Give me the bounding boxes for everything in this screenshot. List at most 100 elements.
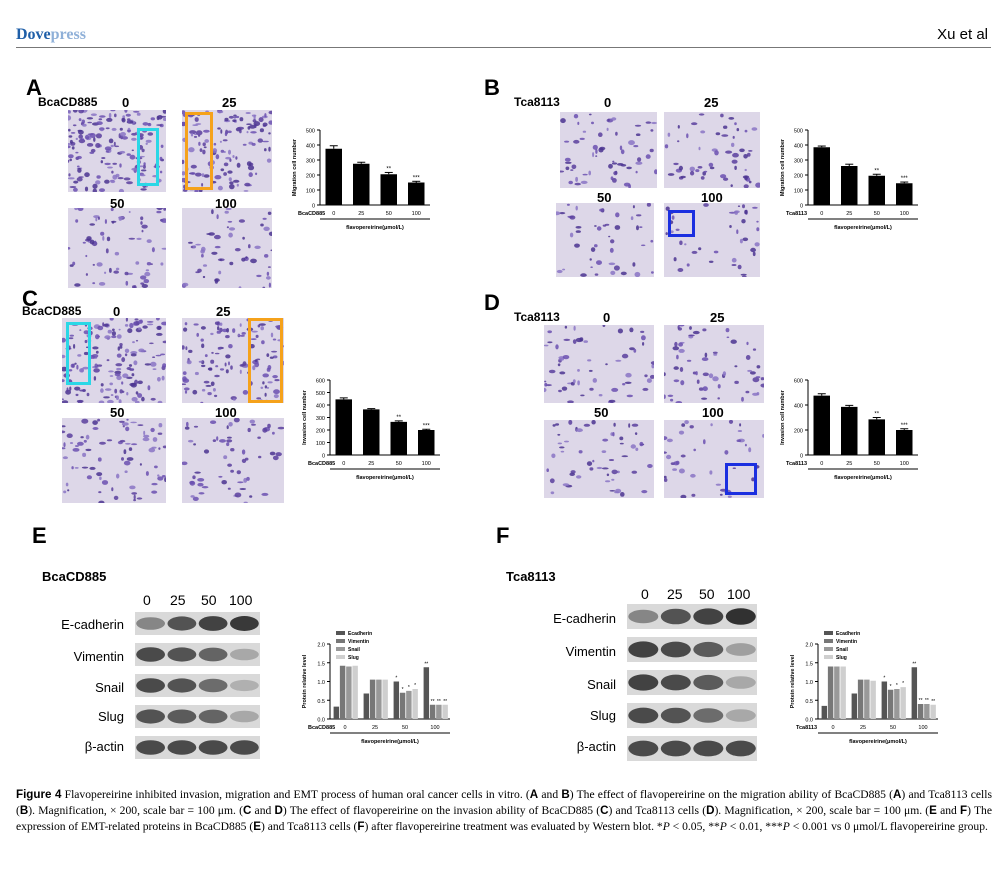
- stained-cell: [628, 423, 631, 428]
- stained-cell: [723, 125, 728, 129]
- stained-cell: [614, 491, 619, 494]
- stained-cell: [253, 114, 256, 120]
- stained-cell: [194, 371, 199, 376]
- stained-cell: [128, 447, 133, 451]
- stained-cell: [731, 257, 737, 263]
- y-tick-label: 300: [794, 159, 803, 165]
- stained-cell: [145, 269, 150, 272]
- legend-swatch: [824, 647, 833, 651]
- stained-cell: [562, 268, 566, 271]
- stained-cell: [591, 121, 594, 125]
- stained-cell: [214, 374, 220, 378]
- stained-cell: [268, 282, 271, 288]
- stained-cell: [677, 268, 684, 272]
- stained-cell: [182, 159, 185, 165]
- stained-cell: [219, 322, 223, 326]
- stained-cell: [96, 262, 103, 267]
- stained-cell: [673, 257, 677, 262]
- stained-cell: [126, 181, 133, 185]
- stained-cell: [650, 129, 654, 132]
- bar: [352, 665, 358, 719]
- stained-cell: [73, 180, 79, 184]
- micrograph-background: [664, 325, 764, 403]
- stained-cell: [190, 164, 197, 169]
- stained-cell: [620, 149, 625, 155]
- stained-cell: [182, 282, 189, 287]
- protein-label: Snail: [95, 680, 124, 695]
- stained-cell: [598, 147, 604, 153]
- stained-cell: [562, 483, 570, 487]
- panel-a-dose-25: 25: [222, 95, 237, 110]
- stained-cell: [225, 156, 231, 160]
- stained-cell: [93, 376, 97, 381]
- stained-cell: [203, 146, 207, 149]
- legend-swatch: [824, 631, 833, 635]
- stained-cell: [578, 450, 583, 454]
- legend-swatch: [336, 639, 345, 643]
- protein-band: [725, 608, 756, 625]
- stained-cell: [114, 388, 118, 394]
- stained-cell: [137, 424, 144, 426]
- stained-cell: [696, 379, 700, 384]
- stained-cell: [111, 331, 116, 336]
- stained-cell: [248, 172, 253, 178]
- stained-cell: [80, 368, 84, 373]
- micrograph: [62, 418, 166, 503]
- bar: [821, 705, 828, 719]
- bar: [813, 147, 830, 205]
- highlight-box: [185, 112, 213, 190]
- stained-cell: [566, 203, 570, 206]
- protein-band: [693, 740, 724, 757]
- stained-cell: [115, 267, 120, 271]
- protein-band: [628, 740, 659, 757]
- stained-cell: [217, 326, 220, 331]
- stained-cell: [124, 324, 129, 327]
- bar: [429, 704, 436, 719]
- stained-cell: [71, 146, 75, 150]
- stained-cell: [582, 173, 588, 176]
- stained-cell: [140, 188, 147, 191]
- stained-cell: [601, 467, 609, 470]
- caption-label: Figure 4: [16, 788, 62, 801]
- y-tick-label: 0.5: [805, 699, 813, 705]
- stained-cell: [135, 339, 139, 342]
- stained-cell: [239, 323, 242, 327]
- stained-cell: [613, 422, 616, 427]
- stained-cell: [184, 322, 188, 326]
- protein-band: [628, 641, 659, 658]
- stained-cell: [75, 393, 79, 397]
- stained-cell: [671, 215, 675, 220]
- stained-cell: [68, 177, 75, 180]
- stained-cell: [126, 418, 129, 421]
- stained-cell: [131, 492, 138, 495]
- stained-cell: [74, 467, 79, 469]
- stained-cell: [555, 423, 560, 426]
- stained-cell: [82, 366, 89, 370]
- stained-cell: [189, 130, 197, 135]
- stained-cell: [110, 110, 116, 112]
- stained-cell: [126, 129, 132, 132]
- stained-cell: [87, 121, 92, 124]
- significance-mark: **: [919, 698, 923, 704]
- stained-cell: [211, 351, 214, 354]
- stained-cell: [264, 113, 267, 118]
- stained-cell: [100, 160, 103, 164]
- stained-cell: [575, 176, 578, 182]
- stained-cell: [184, 390, 188, 394]
- stained-cell: [133, 321, 137, 326]
- stained-cell: [743, 154, 748, 159]
- stained-cell: [111, 170, 114, 174]
- stained-cell: [611, 117, 617, 121]
- stained-cell: [748, 447, 752, 453]
- stained-cell: [743, 184, 749, 188]
- panel-a-cell-line: BcaCD885: [38, 95, 98, 109]
- bar: [868, 419, 885, 455]
- stained-cell: [197, 482, 204, 487]
- protein-band: [628, 707, 659, 724]
- stained-cell: [228, 115, 234, 119]
- row-label: Tca8113: [796, 725, 817, 731]
- panel-c-dose-100: 100: [215, 405, 237, 420]
- stained-cell: [224, 362, 227, 367]
- stained-cell: [633, 348, 637, 353]
